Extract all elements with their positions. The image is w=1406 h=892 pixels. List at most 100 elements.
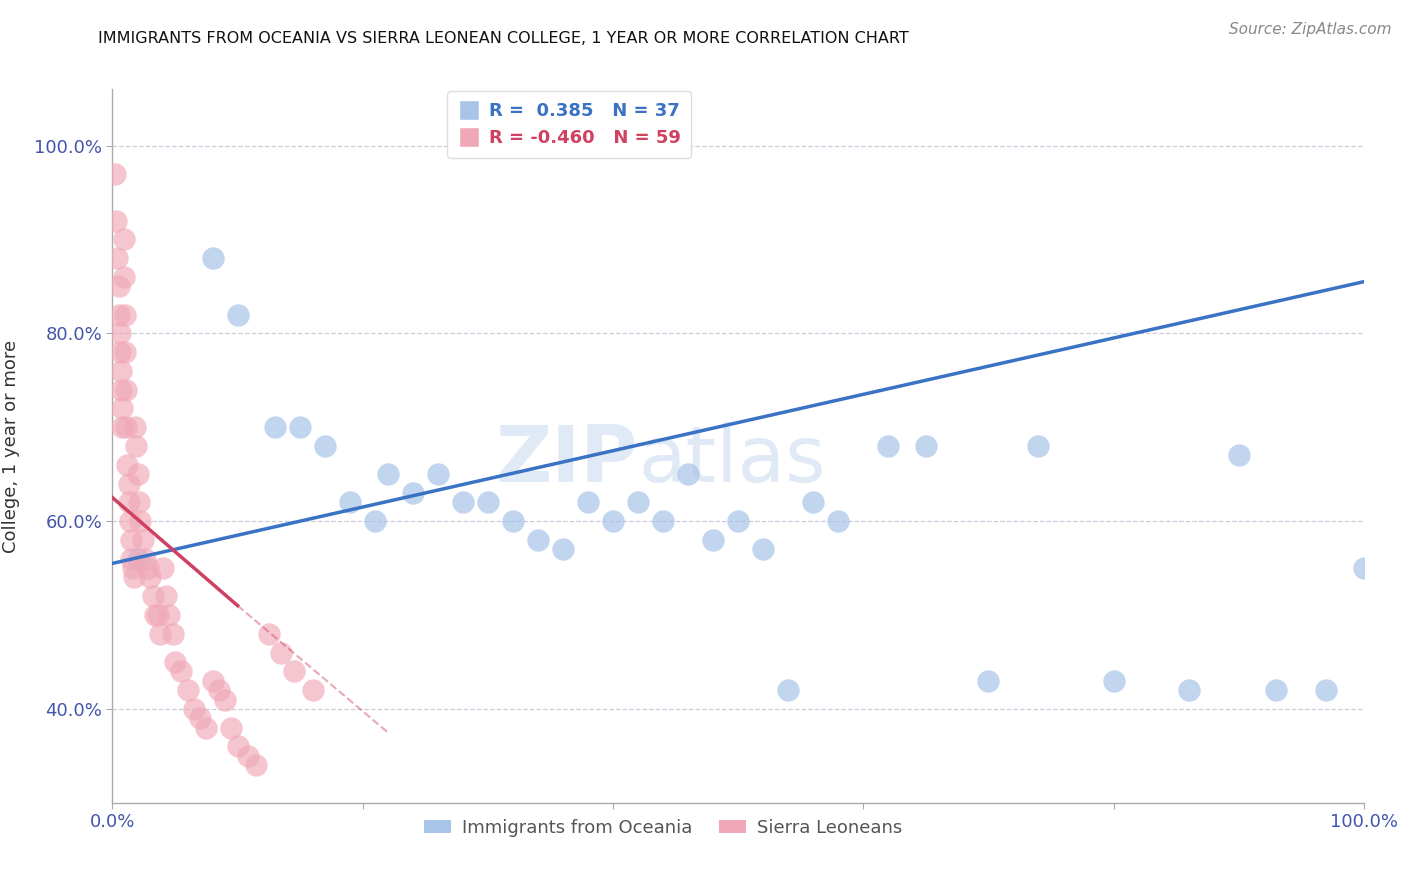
- Point: [146, 607, 169, 622]
- Point: [426, 467, 449, 482]
- Point: [104, 167, 127, 181]
- Point: [124, 420, 146, 434]
- Point: [221, 721, 243, 735]
- Text: Source: ZipAtlas.com: Source: ZipAtlas.com: [1229, 22, 1392, 37]
- Point: [141, 589, 163, 603]
- Point: [112, 232, 135, 246]
- Legend: Immigrants from Oceania, Sierra Leoneans: Immigrants from Oceania, Sierra Leoneans: [416, 812, 910, 844]
- Point: [727, 514, 749, 528]
- Point: [801, 495, 824, 509]
- Point: [652, 514, 675, 528]
- Point: [245, 758, 267, 772]
- Point: [702, 533, 724, 547]
- Point: [110, 383, 132, 397]
- Point: [108, 345, 131, 359]
- Point: [125, 439, 148, 453]
- Point: [551, 542, 574, 557]
- Point: [110, 364, 132, 378]
- Point: [364, 514, 387, 528]
- Point: [152, 561, 174, 575]
- Point: [257, 627, 280, 641]
- Point: [107, 308, 129, 322]
- Point: [163, 655, 186, 669]
- Point: [149, 627, 172, 641]
- Point: [270, 646, 292, 660]
- Point: [283, 665, 305, 679]
- Point: [176, 683, 198, 698]
- Point: [264, 420, 287, 434]
- Point: [195, 721, 218, 735]
- Point: [120, 533, 142, 547]
- Text: IMMIGRANTS FROM OCEANIA VS SIERRA LEONEAN COLLEGE, 1 YEAR OR MORE CORRELATION CH: IMMIGRANTS FROM OCEANIA VS SIERRA LEONEA…: [98, 31, 910, 46]
- Point: [162, 627, 184, 641]
- Point: [122, 570, 145, 584]
- Point: [105, 213, 128, 227]
- Point: [134, 551, 156, 566]
- Point: [115, 383, 138, 397]
- Point: [314, 439, 336, 453]
- Point: [127, 467, 149, 482]
- Point: [111, 401, 134, 416]
- Point: [201, 673, 224, 688]
- Point: [120, 551, 142, 566]
- Point: [118, 495, 141, 509]
- Point: [118, 476, 141, 491]
- Point: [143, 607, 166, 622]
- Point: [627, 495, 650, 509]
- Point: [576, 495, 599, 509]
- Point: [602, 514, 624, 528]
- Point: [1102, 673, 1125, 688]
- Text: ZIP: ZIP: [496, 422, 638, 499]
- Point: [1028, 439, 1050, 453]
- Text: atlas: atlas: [638, 422, 825, 499]
- Point: [107, 279, 129, 293]
- Point: [208, 683, 231, 698]
- Point: [1227, 449, 1250, 463]
- Point: [1315, 683, 1337, 698]
- Point: [170, 665, 193, 679]
- Point: [139, 570, 162, 584]
- Point: [129, 514, 152, 528]
- Point: [226, 739, 249, 754]
- Point: [290, 420, 312, 434]
- Point: [451, 495, 474, 509]
- Point: [201, 251, 224, 265]
- Point: [114, 308, 136, 322]
- Point: [107, 251, 129, 265]
- Point: [226, 308, 249, 322]
- Y-axis label: College, 1 year or more: College, 1 year or more: [3, 340, 20, 552]
- Point: [112, 270, 135, 285]
- Point: [752, 542, 775, 557]
- Point: [1353, 561, 1375, 575]
- Point: [108, 326, 131, 341]
- Point: [114, 345, 136, 359]
- Point: [111, 420, 134, 434]
- Point: [877, 439, 900, 453]
- Point: [778, 683, 800, 698]
- Point: [131, 533, 153, 547]
- Point: [915, 439, 938, 453]
- Point: [183, 702, 205, 716]
- Point: [214, 692, 236, 706]
- Point: [827, 514, 849, 528]
- Point: [127, 551, 149, 566]
- Point: [117, 458, 139, 472]
- Point: [1177, 683, 1199, 698]
- Point: [121, 561, 143, 575]
- Point: [118, 514, 141, 528]
- Point: [527, 533, 550, 547]
- Point: [236, 748, 259, 763]
- Point: [188, 711, 211, 725]
- Point: [128, 495, 150, 509]
- Point: [1265, 683, 1288, 698]
- Point: [477, 495, 499, 509]
- Point: [977, 673, 1000, 688]
- Point: [676, 467, 699, 482]
- Point: [301, 683, 323, 698]
- Point: [157, 607, 180, 622]
- Point: [155, 589, 177, 603]
- Point: [377, 467, 399, 482]
- Point: [115, 420, 138, 434]
- Point: [339, 495, 361, 509]
- Point: [136, 561, 159, 575]
